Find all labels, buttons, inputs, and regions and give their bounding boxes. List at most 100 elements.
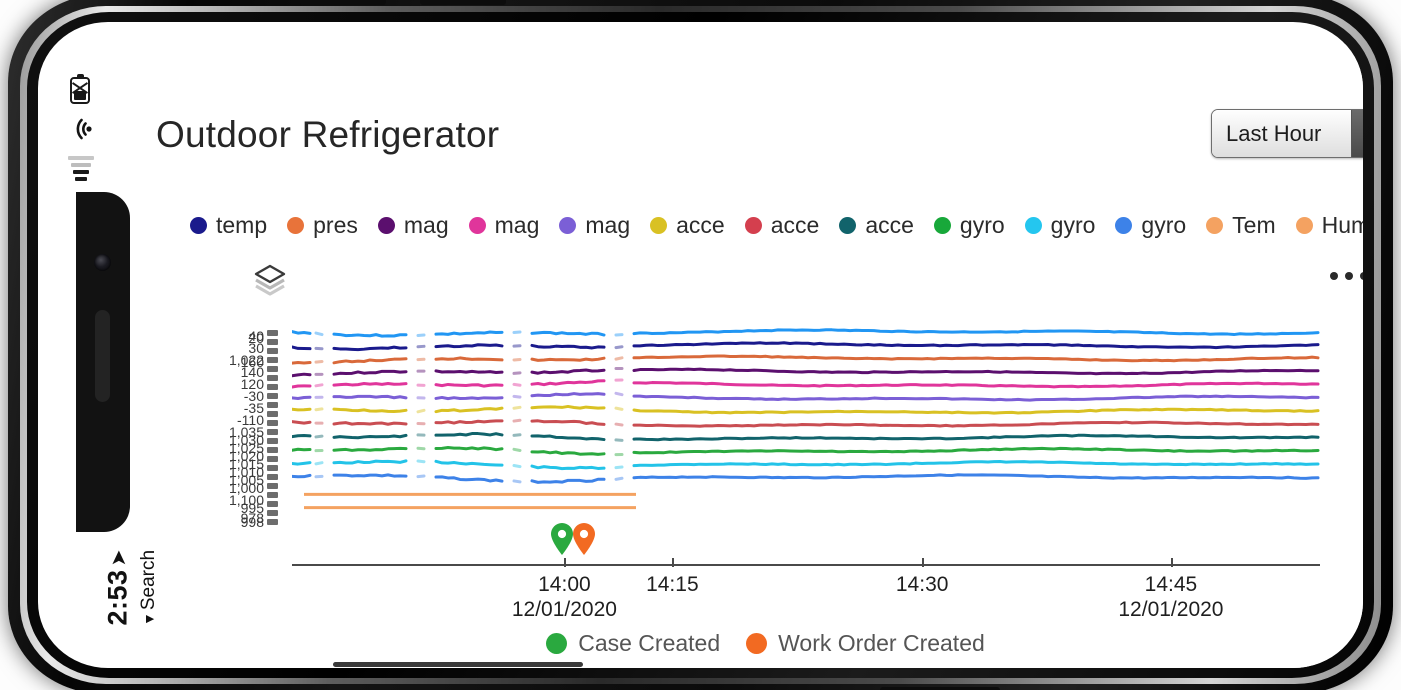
x-axis-tick [1170, 558, 1173, 567]
chart-plot-area[interactable] [292, 326, 1320, 558]
chart-series-line [416, 333, 426, 338]
sensor-chart: 40 20 30 1,022 160 140 120 -30 -35 -110 1,035 1,030… [200, 326, 1363, 621]
legend-item[interactable]: gyro [1024, 212, 1095, 239]
legend-color-dot [650, 216, 668, 234]
legend-item[interactable]: acce [839, 212, 914, 239]
legend-item[interactable]: pres [287, 212, 358, 239]
chart-series-line [332, 459, 408, 465]
legend-color-dot [1206, 216, 1224, 234]
chevron-down-icon[interactable] [1351, 110, 1363, 157]
chart-series-line [614, 356, 624, 361]
legend-item[interactable]: Hum [1295, 211, 1363, 239]
event-legend-dot [546, 633, 568, 654]
power-button[interactable] [880, 687, 1000, 690]
legend-item-label: acce [770, 211, 820, 238]
earpiece-speaker [95, 310, 110, 402]
y-axis-tick [267, 483, 278, 489]
x-axis-tick [564, 558, 567, 567]
chart-series-line [292, 384, 312, 389]
legend-item[interactable]: acce [744, 211, 820, 239]
legend-item[interactable]: temp [190, 212, 267, 239]
chart-series-line [614, 465, 624, 470]
volume-button-up[interactable] [300, 0, 386, 5]
event-map-pin[interactable] [571, 522, 597, 556]
legend-item-label: temp [216, 211, 268, 238]
status-bar [58, 68, 102, 198]
y-axis-tick [267, 438, 278, 444]
time-text: 2:53 [102, 569, 133, 626]
layers-icon[interactable] [249, 260, 291, 302]
chart-series-line [434, 343, 504, 349]
legend-item-label: gyro [1141, 211, 1187, 238]
chart-series-line [530, 464, 606, 471]
chart-series-line [632, 394, 1320, 402]
legend-item[interactable]: gyro [1115, 212, 1186, 239]
chart-series-line [512, 479, 522, 484]
y-axis-tick [267, 519, 278, 525]
y-axis-tick [267, 474, 278, 480]
legend-color-dot [839, 216, 857, 234]
location-arrow-icon: ➤ [108, 549, 129, 566]
back-label: Search [138, 549, 159, 611]
time-range-value: Last Hour [1212, 110, 1351, 157]
y-axis-tick [267, 393, 278, 399]
chart-series-line [292, 434, 312, 439]
y-axis-label: -110 [237, 412, 264, 428]
legend-item[interactable]: mag [377, 212, 449, 239]
front-camera [94, 254, 111, 271]
y-axis-tick [267, 357, 278, 363]
event-legend-item[interactable]: Case Created [546, 630, 720, 657]
chart-series-line [416, 474, 426, 479]
legend-item[interactable]: Tem [1206, 212, 1276, 239]
more-options-icon[interactable] [1330, 272, 1363, 280]
chart-series-line [632, 460, 1320, 468]
legend-item[interactable]: mag [559, 212, 630, 239]
legend-color-dot [933, 216, 951, 234]
x-axis-label: 14:00 12/01/2020 [474, 572, 654, 622]
chart-series-line [292, 372, 312, 378]
volume-button-down[interactable] [420, 0, 506, 5]
legend-item[interactable]: gyro [933, 212, 1005, 239]
chart-series-line [292, 461, 312, 466]
x-axis-time: 14:00 [538, 573, 591, 596]
event-legend-label: Work Order Created [778, 630, 985, 656]
x-axis-date: 12/01/2020 [1118, 598, 1224, 621]
y-axis-label: 1,035 [228, 424, 264, 440]
chart-series-line [530, 477, 606, 484]
y-axis-tick [267, 402, 278, 408]
chart-series-line [632, 420, 1320, 428]
chart-series-line [332, 446, 408, 452]
back-to-search-button[interactable]: ▼Search [138, 516, 160, 626]
chart-series-line [530, 368, 606, 375]
chart-series-line [434, 446, 504, 452]
legend-item[interactable]: acce [650, 212, 725, 239]
chart-series-line [614, 422, 624, 427]
chart-series-line [332, 473, 408, 478]
chart-series-line [632, 328, 1320, 337]
y-axis-label: 1,020 [228, 448, 264, 464]
y-axis-tick [267, 348, 278, 354]
y-axis-label: 1,000 [228, 480, 264, 496]
y-axis-label: 1,015 [228, 456, 264, 472]
chart-series-line [314, 359, 324, 364]
chart-series-line [614, 476, 624, 481]
legend-item-label: mag [494, 211, 540, 238]
legend-item[interactable]: mag [468, 211, 540, 239]
chart-series-line [332, 433, 408, 440]
legend-item-label: Hum [1321, 211, 1363, 238]
home-indicator[interactable] [333, 662, 583, 667]
time-range-dropdown[interactable]: Last Hour [1211, 109, 1363, 158]
status-bar-time-block: 2:53 ➤ ▼Search [86, 538, 160, 656]
y-axis-tick [267, 501, 278, 507]
y-axis-label: -35 [243, 400, 264, 416]
event-map-pin[interactable] [549, 522, 575, 556]
y-axis-tick [267, 447, 278, 453]
series-legend: temp pres mag mag mag acce acce acce gyro gyro gyr… [190, 202, 1363, 248]
chart-series-line [314, 383, 324, 388]
event-legend-item[interactable]: Work Order Created [746, 630, 985, 657]
chart-series-line [632, 407, 1320, 415]
y-axis-label: 1,022 [228, 352, 264, 368]
chart-series-line [434, 432, 504, 437]
chart-series-line [530, 404, 606, 410]
